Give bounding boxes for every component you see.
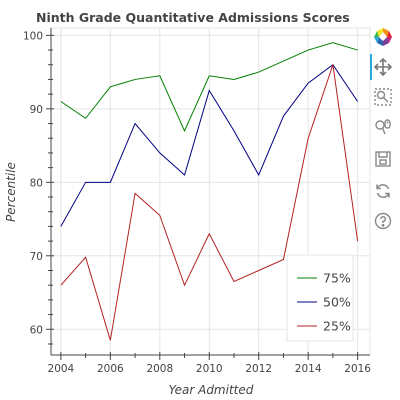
- y-tick-label: 80: [30, 177, 43, 189]
- legend-box: [286, 254, 354, 342]
- legend: 75% 50% 25%: [286, 254, 354, 342]
- bokeh-logo-icon[interactable]: [372, 26, 394, 48]
- y-tick-label: 100: [23, 30, 43, 42]
- box-zoom-icon[interactable]: [372, 86, 394, 108]
- y-axis: 60 70 80 90 100: [23, 28, 54, 355]
- x-tick-label: 2012: [245, 363, 272, 375]
- series-layer: [60, 42, 359, 341]
- x-tick-label: 2004: [48, 363, 75, 375]
- reset-icon[interactable]: [372, 180, 394, 202]
- chart-title: Ninth Grade Quantitative Admissions Scor…: [36, 10, 350, 25]
- x-tick-label: 2006: [97, 363, 124, 375]
- legend-label: 75%: [323, 271, 351, 286]
- series-line-50pct[interactable]: [60, 64, 359, 227]
- y-axis-label: Percentile: [4, 162, 18, 222]
- pan-icon[interactable]: [372, 56, 394, 78]
- x-tick-label: 2008: [146, 363, 173, 375]
- x-tick-label: 2010: [196, 363, 223, 375]
- y-tick-label: 90: [30, 104, 43, 116]
- y-tick-label: 70: [30, 251, 43, 263]
- x-axis-label: Year Admitted: [169, 383, 254, 397]
- chart-toolbar: [366, 24, 400, 264]
- save-icon[interactable]: [372, 148, 394, 170]
- series-line-25pct[interactable]: [60, 64, 359, 341]
- help-icon[interactable]: [372, 210, 394, 232]
- x-tick-label: 2016: [344, 363, 371, 375]
- active-tool-indicator: [370, 54, 372, 80]
- series-line-75pct[interactable]: [60, 42, 358, 133]
- legend-label: 50%: [323, 295, 351, 310]
- y-tick-label: 60: [30, 324, 43, 336]
- x-axis: 2004 2006 2008 2010 2012 2014 2016: [48, 352, 371, 375]
- x-tick-label: 2014: [295, 363, 322, 375]
- legend-label: 25%: [323, 319, 351, 334]
- wheel-zoom-icon[interactable]: [372, 116, 394, 138]
